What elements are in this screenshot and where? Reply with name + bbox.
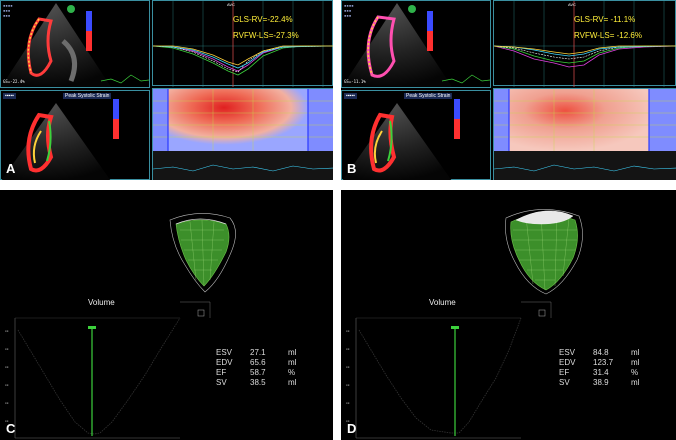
svg-text:GS=-22.4%: GS=-22.4% (3, 79, 25, 84)
strain-color-map (152, 88, 333, 180)
svg-text:GS=-11.1%: GS=-11.1% (344, 79, 366, 84)
svg-text:▪▪: ▪▪ (346, 383, 350, 387)
gls-rv-value: GLS-RV=-22.4% (233, 15, 293, 24)
view-tag: ▪▪▪▪▪ (344, 93, 357, 99)
strain-color-map (493, 88, 676, 180)
metric-row-edv: EDV 65.6 ml (216, 358, 297, 367)
panel-a-strain-normal: GS=-22.4% ▪▪▪▪ ▪▪▪ ▪▪▪ ▪▪▪▪▪ Peak Systolic… (0, 0, 333, 180)
orientation-icon (67, 5, 75, 13)
peak-systolic-label: Peak Systolic Strain (404, 93, 453, 99)
rv-3d-mesh (169, 213, 236, 293)
strain-curve-chart: GLS-RV=-22.4% RVFW-LS=-27.3% AVC (152, 0, 333, 87)
rvfw-ls-value: RVFW-LS=-27.3% (233, 31, 299, 40)
volume-metrics-table: ESV 27.1 ml EDV 65.6 ml EF 58.7% SV 38.5 ml (216, 348, 308, 388)
svg-text:▪▪: ▪▪ (5, 329, 9, 333)
metric-row-esv: ESV 27.1 ml (216, 348, 297, 357)
svg-text:▪▪: ▪▪ (346, 365, 350, 369)
volume-view: ▪▪ ▪▪ ▪▪ ▪▪ ▪▪ ▪▪ (346, 209, 583, 439)
echo-image-top: GS=-11.1% (342, 3, 491, 87)
strain-curves (152, 1, 333, 87)
orientation-icon (408, 5, 416, 13)
strain-curves (493, 1, 676, 87)
echo-info-text: ▪▪▪▪ ▪▪▪ ▪▪▪ (344, 3, 354, 18)
svg-text:▪▪: ▪▪ (5, 383, 9, 387)
svg-text:▪▪: ▪▪ (346, 329, 350, 333)
echo-view-bottom: ▪▪▪▪▪ Peak Systolic Strain (0, 90, 150, 180)
view-tag: ▪▪▪▪▪ (3, 93, 16, 99)
svg-text:▪▪: ▪▪ (5, 347, 9, 351)
echo-view-top: GS=-22.4% ▪▪▪▪ ▪▪▪ ▪▪▪ (0, 0, 150, 88)
panel-a-label: A (6, 161, 16, 176)
metric-row-ef: EF 31.4% (559, 368, 639, 377)
panel-d-volume-reduced: ▪▪ ▪▪ ▪▪ ▪▪ ▪▪ ▪▪ Volume ESV 84.8 ml EDV 123.7 ml… (341, 190, 676, 440)
panel-b-strain-reduced: GS=-11.1% ▪▪▪▪ ▪▪▪ ▪▪▪ ▪▪▪▪▪ Peak Systolic… (341, 0, 676, 180)
strain-heatmap (493, 89, 676, 180)
volume-title: Volume (88, 298, 115, 307)
panel-c-label: C (6, 421, 16, 436)
rvfw-ls-value: RVFW-LS= -12.6% (574, 31, 642, 40)
echo-view-top: GS=-11.1% ▪▪▪▪ ▪▪▪ ▪▪▪ (341, 0, 491, 88)
metric-row-ef: EF 58.7% (216, 368, 296, 377)
avc-label: AVC (568, 2, 576, 7)
panel-d-label: D (347, 421, 357, 436)
metric-row-sv: SV 38.5 ml (216, 378, 297, 387)
svg-text:▪▪: ▪▪ (346, 419, 350, 423)
metric-row-sv: SV 38.9 ml (559, 378, 640, 387)
svg-text:▪▪: ▪▪ (346, 401, 350, 405)
strain-curve-chart: GLS-RV= -11.1% RVFW-LS= -12.6% AVC (493, 0, 676, 87)
metric-row-esv: ESV 84.8 ml (559, 348, 640, 357)
volume-metrics-table: ESV 84.8 ml EDV 123.7 ml EF 31.4% SV 38.9 ml (559, 348, 651, 388)
panel-b-label: B (347, 161, 357, 176)
panel-c-volume-normal: ▪▪ ▪▪ ▪▪ ▪▪ ▪▪ ▪▪ Volume ESV 27.1 ml EDV 65.6 ml … (0, 190, 333, 440)
volume-view: ▪▪ ▪▪ ▪▪ ▪▪ ▪▪ ▪▪ (5, 213, 236, 439)
avc-label: AVC (227, 2, 235, 7)
svg-text:▪▪: ▪▪ (5, 419, 9, 423)
peak-systolic-label: Peak Systolic Strain (63, 93, 112, 99)
strain-heatmap (152, 89, 333, 180)
echo-image-top: GS=-22.4% (1, 3, 150, 87)
svg-text:▪▪: ▪▪ (346, 347, 350, 351)
echo-image-bottom (342, 99, 460, 180)
echo-view-bottom: ▪▪▪▪▪ Peak Systolic Strain (341, 90, 491, 180)
svg-text:▪▪: ▪▪ (5, 365, 9, 369)
gls-rv-value: GLS-RV= -11.1% (574, 15, 636, 24)
metric-row-edv: EDV 123.7 ml (559, 358, 640, 367)
echo-info-text: ▪▪▪▪ ▪▪▪ ▪▪▪ (3, 3, 13, 18)
svg-text:▪▪: ▪▪ (5, 401, 9, 405)
rv-3d-mesh (505, 209, 583, 295)
volume-title: Volume (429, 298, 456, 307)
echo-image-bottom (1, 99, 119, 180)
